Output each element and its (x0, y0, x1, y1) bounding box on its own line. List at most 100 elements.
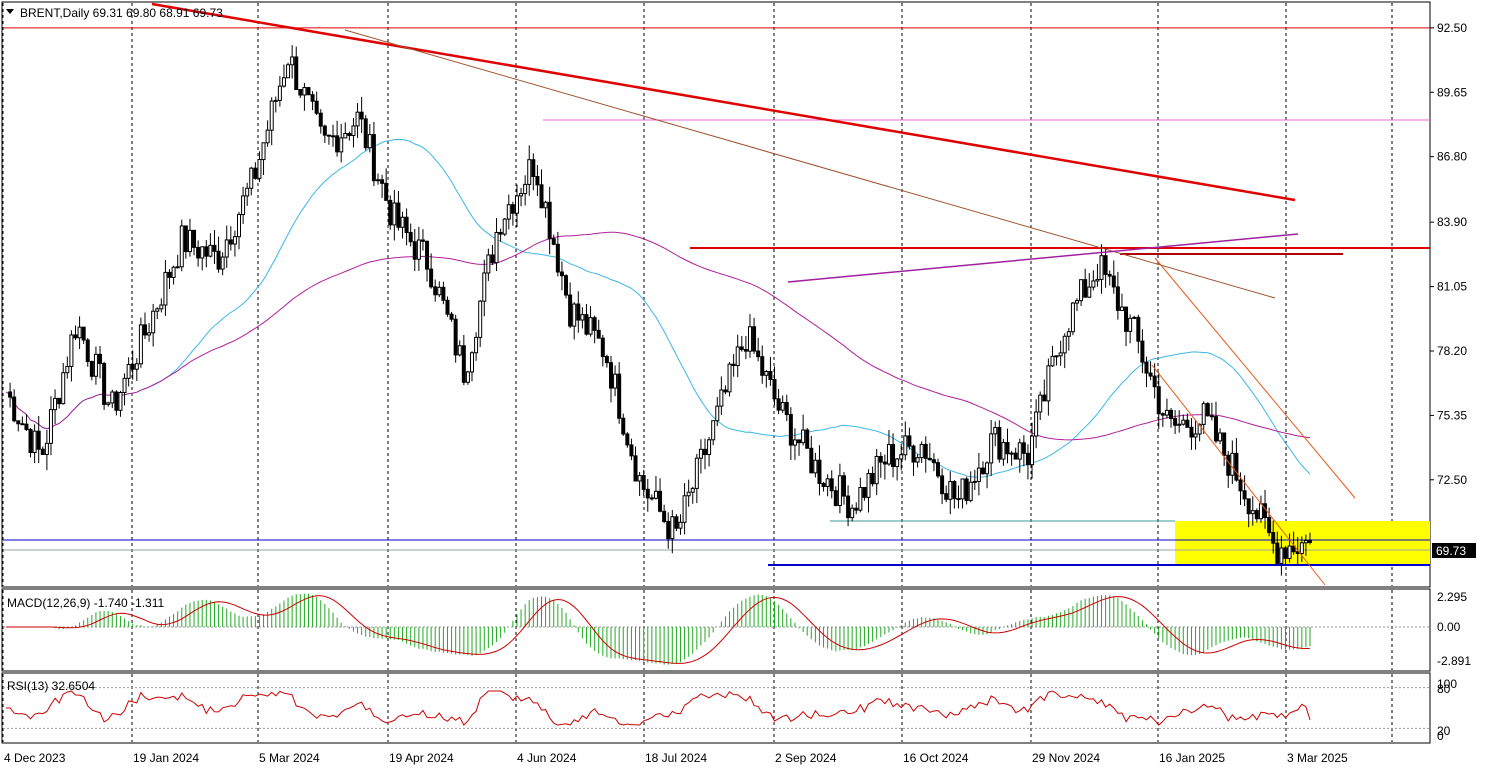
candle-body (547, 201, 552, 240)
candle-body (461, 345, 466, 383)
candle-body (690, 487, 695, 493)
candle-body (228, 239, 233, 245)
candle-body (265, 129, 270, 144)
candle-body (118, 392, 123, 411)
candle-body (1279, 547, 1284, 564)
candle-body (290, 56, 295, 66)
candle-body (1254, 510, 1259, 520)
price-tick-label: 75.35 (1437, 408, 1467, 422)
candle-body (237, 214, 242, 238)
candle-body (678, 521, 683, 529)
candle-body (698, 448, 703, 459)
candle-body (408, 232, 413, 243)
candle-body (972, 480, 977, 483)
candle-body (269, 100, 274, 131)
candle-body (1156, 386, 1161, 415)
candle-body (948, 481, 953, 500)
trendlines (151, 2, 1356, 586)
candle-body (465, 371, 470, 383)
candle-body (621, 417, 626, 435)
candle-body (294, 56, 299, 91)
candle-body (846, 495, 851, 519)
time-label: 4 Dec 2023 (4, 751, 66, 765)
dropdown-triangle-icon[interactable] (6, 9, 14, 14)
horizontal-levels (3, 27, 1430, 566)
candle-body (1050, 355, 1055, 367)
candle-body (985, 462, 990, 475)
candle-body (449, 313, 454, 320)
candle-body (1070, 302, 1075, 333)
candle-body (784, 401, 789, 416)
candle-body (445, 299, 450, 315)
candle-body (559, 271, 564, 277)
candle-body (764, 370, 769, 376)
rsi-line (6, 690, 1311, 726)
candle-body (715, 405, 720, 422)
candle-body (89, 361, 94, 377)
candle-body (506, 204, 511, 220)
candle-body (952, 481, 957, 500)
candle-body (735, 346, 740, 367)
candle-body (551, 238, 556, 245)
candle-body (1185, 419, 1190, 428)
candle-body (899, 454, 904, 460)
candle-body (1209, 415, 1214, 418)
candle-body (32, 430, 37, 454)
candle-body (572, 303, 577, 327)
candle-body (564, 275, 569, 296)
candle-body (224, 239, 229, 258)
candle-body (367, 134, 372, 149)
time-label: 2 Sep 2024 (775, 751, 837, 765)
candle-body (404, 216, 409, 234)
candle-body (829, 478, 834, 492)
time-label: 5 Mar 2024 (259, 751, 320, 765)
candle-body (286, 64, 291, 79)
candle-body (625, 433, 630, 446)
candle-body (989, 433, 994, 464)
candle-body (163, 271, 168, 306)
candle-body (400, 216, 405, 228)
candle-body (854, 507, 859, 511)
candle-body (1013, 452, 1018, 460)
macd-label: MACD(12,26,9) -1.740 -1.311 (7, 596, 165, 610)
macd-tick-label: 2.295 (1437, 590, 1467, 604)
candle-body (723, 389, 728, 393)
ma-slow-line (5, 231, 1311, 441)
candle-body (478, 300, 483, 338)
candle-body (1062, 335, 1067, 354)
candle-body (355, 111, 360, 127)
candle-body (1205, 403, 1210, 417)
main-panel (1, 1, 1431, 588)
candle-body (208, 244, 213, 257)
candle-body (196, 246, 201, 259)
candle-body (519, 193, 524, 197)
candle-body (604, 356, 609, 364)
candle-body (138, 324, 143, 365)
candle-body (531, 159, 536, 178)
candle-body (780, 401, 785, 411)
candle-body (682, 495, 687, 523)
candle-body (1299, 542, 1304, 554)
time-label: 16 Oct 2024 (903, 751, 969, 765)
candle-body (891, 444, 896, 468)
candle-body (613, 373, 618, 389)
candle-body (359, 111, 364, 120)
candle-body (502, 218, 507, 235)
candle-body (1144, 361, 1149, 374)
candle-body (1173, 418, 1178, 426)
candle-body (347, 133, 352, 137)
candle-body (16, 420, 21, 425)
candle-body (641, 475, 646, 490)
candle-body (629, 444, 634, 457)
candle-body (175, 266, 180, 269)
candle-body (940, 475, 945, 495)
candle-body (167, 271, 172, 278)
candle-body (915, 457, 920, 463)
candle-body (1079, 279, 1084, 302)
candle-body (20, 423, 25, 426)
candle-body (384, 182, 389, 201)
candle-body (331, 135, 336, 138)
price-tick-label: 72.50 (1437, 473, 1467, 487)
candle-body (666, 520, 671, 540)
